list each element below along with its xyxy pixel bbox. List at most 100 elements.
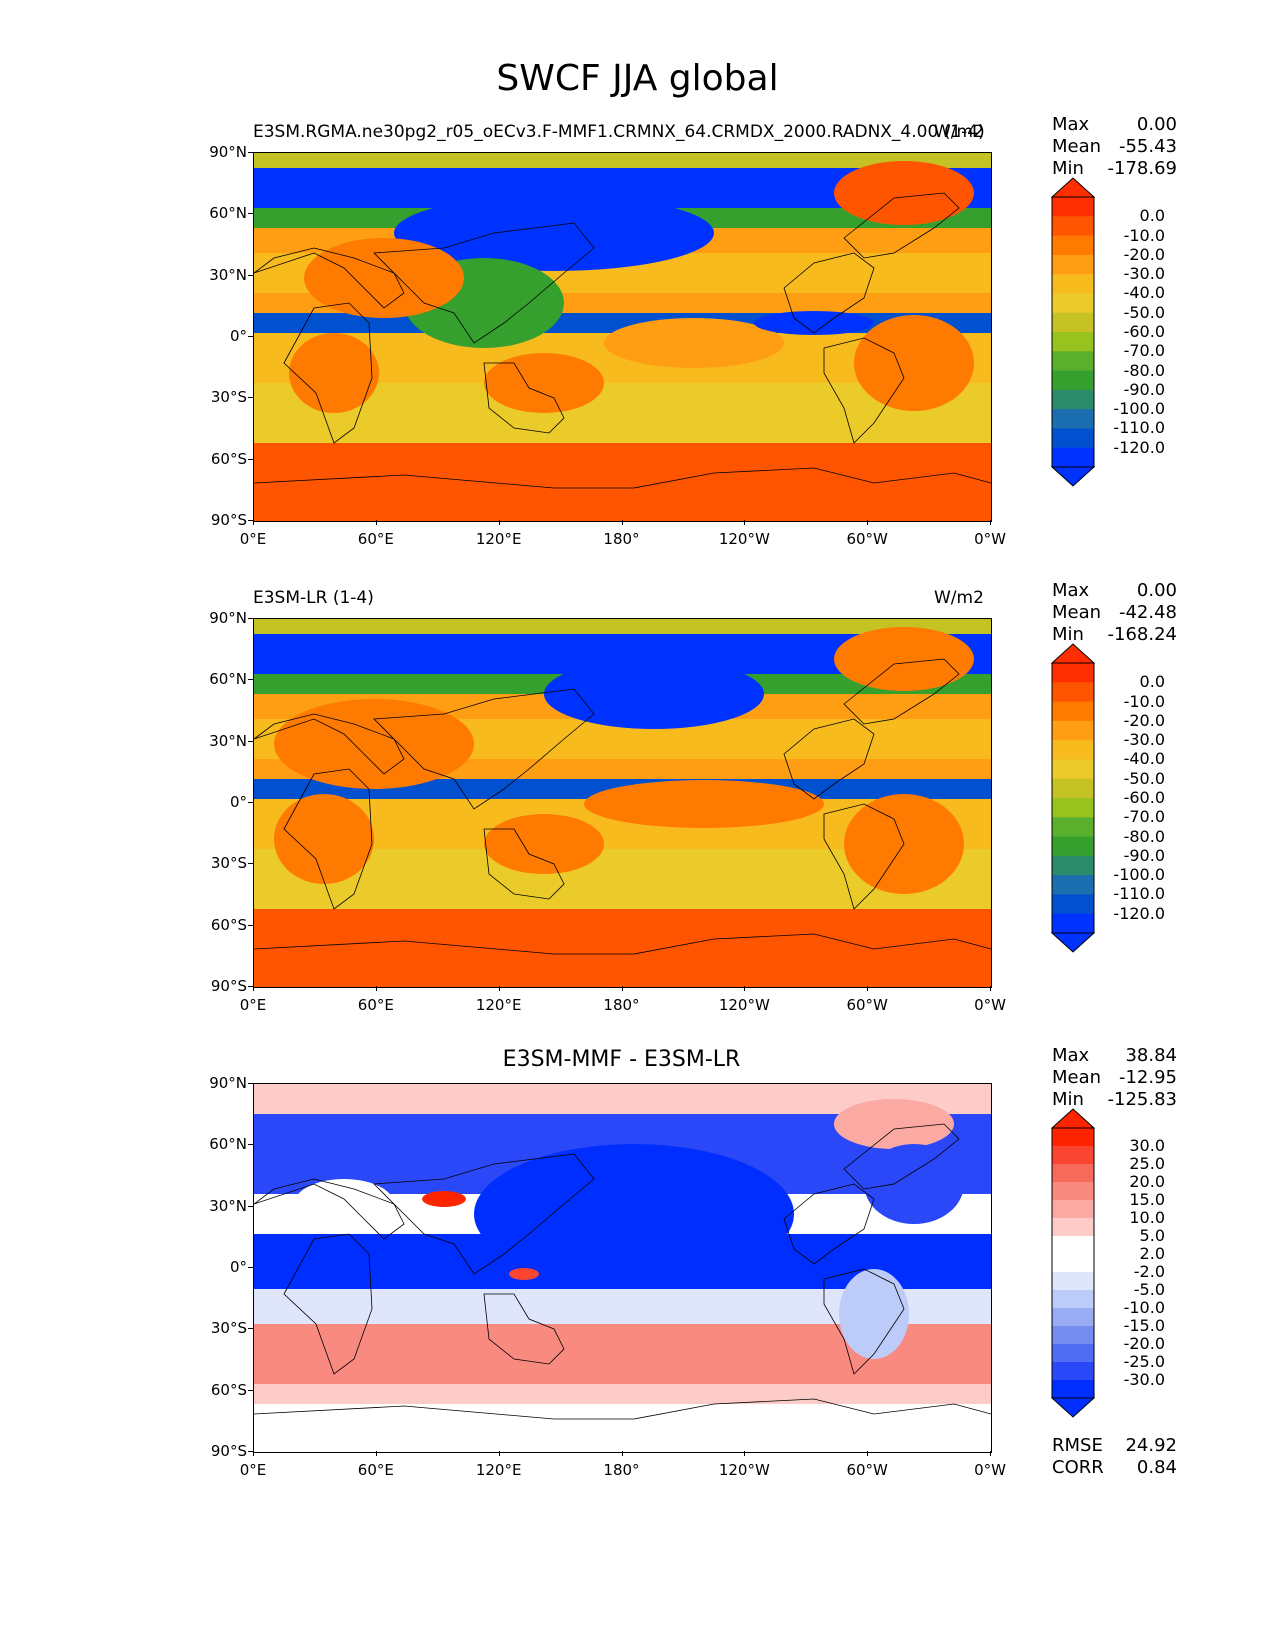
stat-max: Max 0.00: [1052, 580, 1177, 602]
colorbar-tick-label: 15.0: [1129, 1190, 1165, 1209]
stat-label: CORR: [1052, 1457, 1104, 1478]
colorbar: [1050, 643, 1096, 953]
y-tick-mark: [248, 274, 253, 276]
x-tick-mark: [498, 520, 500, 525]
y-tick-label: 30°S: [210, 388, 247, 407]
coastline: [483, 828, 565, 900]
y-tick-mark: [248, 152, 253, 153]
colorbar-bin: [1052, 254, 1094, 275]
stat-label: Min: [1052, 624, 1084, 645]
field-patch: [274, 794, 374, 884]
x-tick-mark: [375, 1451, 377, 1456]
stat-value: -42.48: [1118, 602, 1177, 623]
colorbar-tick-label: -50.0: [1123, 302, 1165, 322]
stat-label: RMSE: [1052, 1435, 1103, 1456]
map-panel-2: [253, 618, 992, 988]
y-tick-mark: [248, 863, 253, 865]
stat-max: Max 38.84: [1052, 1045, 1177, 1067]
field-patch: [484, 814, 604, 874]
y-tick-mark: [248, 1083, 253, 1084]
colorbar-tick-label: -110.0: [1113, 884, 1165, 904]
colorbar-tick-label: -40.0: [1123, 749, 1165, 769]
colorbar-bin: [1052, 836, 1094, 857]
stat-min: Min -125.83: [1052, 1089, 1177, 1111]
coastline: [283, 1233, 373, 1375]
colorbar-bin: [1052, 1236, 1094, 1255]
stat-min: Min -178.69: [1052, 158, 1177, 180]
stat-min: Min -168.24: [1052, 624, 1177, 646]
colorbar-bin: [1052, 1380, 1094, 1399]
field-band: [254, 619, 991, 634]
x-tick-label: 60°E: [357, 996, 394, 1014]
colorbar-bin: [1052, 370, 1094, 391]
y-tick-label: 60°N: [209, 204, 247, 223]
colorbar-bin: [1052, 1128, 1094, 1147]
colorbar-tick-label: -30.0: [1123, 730, 1165, 750]
coastline: [373, 688, 595, 810]
map-field: [254, 619, 991, 987]
colorbar-bin: [1052, 351, 1094, 372]
map-field: [254, 1084, 991, 1452]
colorbar-tick-label: -5.0: [1133, 1280, 1165, 1299]
field-patch: [854, 315, 974, 411]
colorbar-bin: [1052, 682, 1094, 703]
y-tick-label: 60°N: [209, 1135, 247, 1154]
coastline: [283, 302, 373, 444]
colorbar-tick-label: -10.0: [1123, 691, 1165, 711]
x-tick-label: 180°: [603, 996, 640, 1014]
colorbar-bin: [1052, 235, 1094, 256]
colorbar-container: [1050, 1108, 1096, 1422]
x-tick-mark: [253, 520, 254, 525]
colorbar-bin: [1052, 817, 1094, 838]
y-tick-label: 0°: [229, 1258, 247, 1276]
colorbar-container: [1050, 643, 1096, 957]
colorbar-bin: [1052, 274, 1094, 294]
stat-value: 38.84: [1125, 1045, 1177, 1066]
colorbar-bin: [1052, 332, 1094, 352]
colorbar-extend-max: [1050, 1108, 1096, 1129]
y-tick-mark: [248, 986, 253, 987]
figure-title: SWCF JJA global: [496, 58, 779, 99]
y-tick-mark: [248, 1328, 253, 1330]
colorbar-tick-label: -20.0: [1123, 710, 1165, 730]
stat-value: -125.83: [1107, 1089, 1177, 1110]
field-patch: [474, 1144, 794, 1284]
x-tick-mark: [867, 520, 869, 525]
coastline: [483, 362, 565, 434]
y-tick-label: 30°N: [209, 1196, 247, 1215]
colorbar-bin: [1052, 197, 1094, 217]
map-panel-1: [253, 152, 992, 522]
x-tick-label: 0°W: [974, 996, 1006, 1014]
colorbar-tick-label: -120.0: [1113, 437, 1165, 457]
coastline: [783, 1183, 875, 1265]
field-patch: [584, 780, 824, 828]
colorbar-bin: [1052, 1344, 1094, 1363]
y-tick-label: 0°: [229, 793, 247, 811]
colorbar-tick-label: -110.0: [1113, 418, 1165, 438]
colorbar-tick-label: 10.0: [1129, 1208, 1165, 1227]
stat-label: Min: [1052, 1089, 1084, 1110]
stat-corr: CORR 0.84: [1052, 1457, 1177, 1479]
colorbar-bin: [1052, 1308, 1094, 1327]
y-tick-mark: [248, 213, 253, 215]
coastline: [483, 1293, 565, 1365]
coastline: [823, 1268, 905, 1375]
stat-max: Max 0.00: [1052, 114, 1177, 136]
x-tick-mark: [744, 520, 746, 525]
field-patch: [509, 1268, 539, 1280]
colorbar-bin: [1052, 447, 1094, 468]
colorbar-extend-max: [1050, 643, 1096, 664]
coastline: [843, 1123, 960, 1190]
y-tick-mark: [248, 740, 253, 742]
stat-value: 0.00: [1136, 114, 1177, 135]
colorbar-tick-label: -10.0: [1123, 1298, 1165, 1317]
field-band: [254, 153, 991, 168]
colorbar-frame: [1051, 1127, 1095, 1399]
colorbar-tick-label: -40.0: [1123, 283, 1165, 303]
field-patch: [864, 1144, 964, 1224]
stat-rmse: RMSE 24.92: [1052, 1435, 1177, 1457]
colorbar-extend-min: [1050, 1397, 1096, 1418]
colorbar-tick-label: -80.0: [1123, 826, 1165, 846]
coastline: [254, 247, 405, 309]
y-tick-mark: [248, 618, 253, 619]
